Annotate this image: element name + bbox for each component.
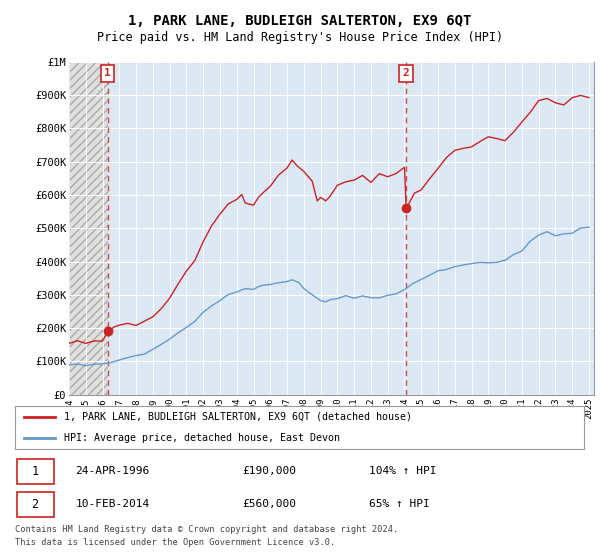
- Text: HPI: Average price, detached house, East Devon: HPI: Average price, detached house, East…: [64, 433, 340, 444]
- Text: 1, PARK LANE, BUDLEIGH SALTERTON, EX9 6QT: 1, PARK LANE, BUDLEIGH SALTERTON, EX9 6Q…: [128, 14, 472, 28]
- FancyBboxPatch shape: [17, 459, 54, 484]
- Text: 65% ↑ HPI: 65% ↑ HPI: [369, 499, 430, 509]
- FancyBboxPatch shape: [17, 492, 54, 517]
- Text: 1, PARK LANE, BUDLEIGH SALTERTON, EX9 6QT (detached house): 1, PARK LANE, BUDLEIGH SALTERTON, EX9 6Q…: [64, 412, 412, 422]
- Text: Price paid vs. HM Land Registry's House Price Index (HPI): Price paid vs. HM Land Registry's House …: [97, 31, 503, 44]
- Text: 10-FEB-2014: 10-FEB-2014: [76, 499, 149, 509]
- Text: 1: 1: [31, 465, 38, 478]
- Text: Contains HM Land Registry data © Crown copyright and database right 2024.: Contains HM Land Registry data © Crown c…: [15, 525, 398, 534]
- Bar: [69, 62, 107, 395]
- Text: 2: 2: [31, 498, 38, 511]
- Text: This data is licensed under the Open Government Licence v3.0.: This data is licensed under the Open Gov…: [15, 538, 335, 547]
- FancyBboxPatch shape: [15, 406, 584, 449]
- Text: 2: 2: [403, 68, 410, 78]
- Text: 24-APR-1996: 24-APR-1996: [76, 466, 149, 477]
- Text: 1: 1: [104, 68, 111, 78]
- Text: £560,000: £560,000: [242, 499, 296, 509]
- Text: £190,000: £190,000: [242, 466, 296, 477]
- Text: 104% ↑ HPI: 104% ↑ HPI: [369, 466, 437, 477]
